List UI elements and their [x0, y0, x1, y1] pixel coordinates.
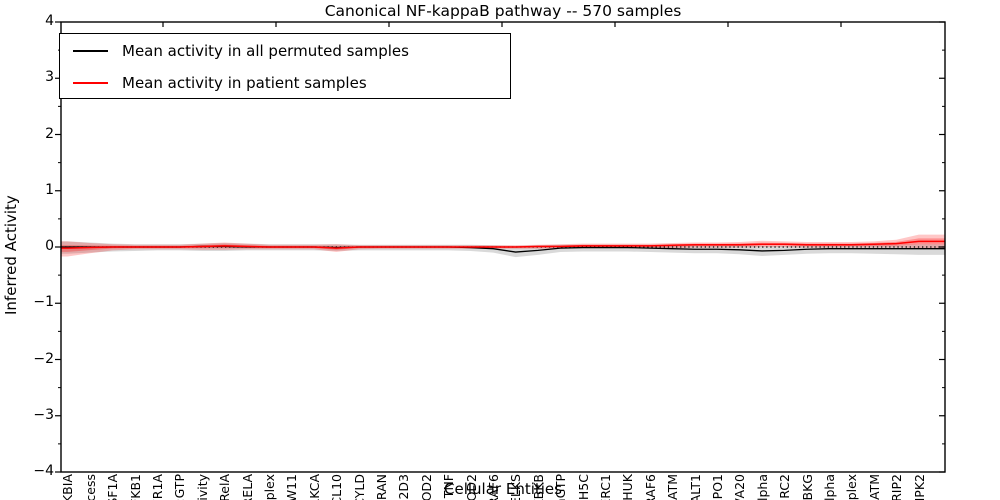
- y-tick-label: −3: [33, 406, 54, 423]
- legend-entry-patient: Mean activity in patient samples: [60, 67, 510, 98]
- permuted-line-sample-icon: [73, 49, 108, 52]
- y-tick-label: −1: [33, 294, 54, 311]
- x-axis-label: Cellular Entities: [444, 480, 562, 498]
- y-tick-label: −4: [33, 463, 54, 479]
- legend-label: Mean activity in all permuted samples: [122, 41, 409, 60]
- patient-line-sample-icon: [73, 81, 108, 84]
- legend: Mean activity in all permuted samples Me…: [59, 33, 511, 99]
- patient-confidence-band-inner: [61, 238, 945, 252]
- y-tick-label: −2: [33, 350, 54, 367]
- y-tick-label: 3: [45, 69, 54, 86]
- legend-entry-permuted: Mean activity in all permuted samples: [60, 35, 510, 66]
- y-tick-label: 0: [45, 238, 54, 254]
- y-tick-label: 1: [45, 181, 54, 198]
- patient-mean-line: [61, 240, 945, 249]
- chart-title: Canonical NF-kappaB pathway -- 570 sampl…: [324, 2, 682, 20]
- y-tick-label: 4: [45, 13, 54, 29]
- legend-label: Mean activity in patient samples: [122, 73, 367, 92]
- y-tick-label: 2: [45, 125, 54, 142]
- patient-confidence-band-outer: [61, 234, 945, 257]
